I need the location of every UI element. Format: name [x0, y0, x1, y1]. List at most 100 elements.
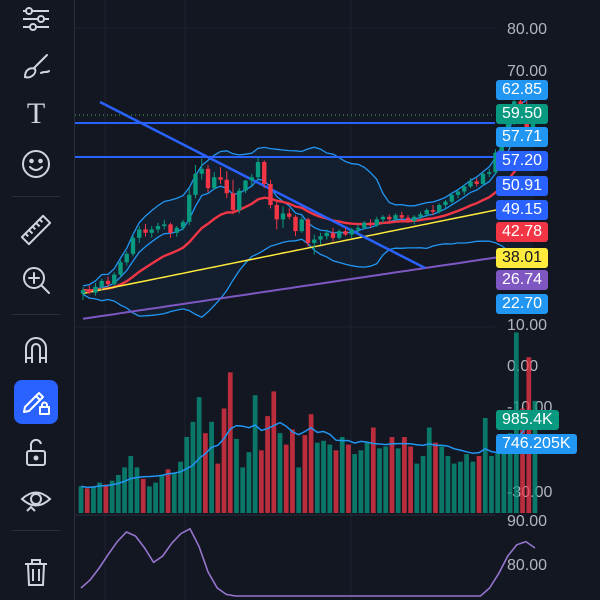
volume-bar — [277, 433, 283, 513]
volume-bar — [190, 421, 196, 513]
candle — [462, 184, 467, 195]
candle — [362, 221, 367, 230]
candle — [468, 178, 473, 189]
volume-bar — [402, 437, 407, 513]
candle-body — [155, 226, 161, 230]
candle-body — [168, 224, 173, 233]
unlock-tool[interactable] — [14, 430, 58, 474]
candle — [268, 179, 273, 209]
candle-body — [443, 201, 448, 205]
candle — [249, 173, 254, 186]
candle-body — [268, 183, 273, 205]
lock-drawings-tool-icon — [23, 392, 50, 415]
trend-line-tool[interactable] — [14, 0, 58, 44]
candle — [112, 272, 117, 286]
candle-body — [130, 237, 136, 254]
candle — [399, 211, 404, 222]
trash-tool[interactable] — [14, 550, 58, 594]
candle-body — [249, 177, 254, 181]
candle-body — [349, 229, 354, 235]
brush-tool[interactable] — [14, 44, 58, 88]
price-axis-tick: 70.00 — [507, 63, 547, 80]
eye-tool[interactable] — [14, 478, 58, 522]
candle — [305, 217, 311, 247]
candle-body — [87, 290, 92, 293]
candle — [143, 223, 148, 237]
price-tag: 59.50 — [496, 104, 549, 124]
volume-bar — [377, 448, 382, 513]
text-tool-icon: T — [27, 97, 45, 129]
candle — [255, 156, 261, 181]
price-tag: 22.70 — [496, 294, 549, 314]
magnet-tool[interactable] — [14, 328, 58, 372]
volume-bar — [302, 435, 308, 513]
volume-bar — [97, 482, 103, 513]
volume-bar — [433, 442, 438, 513]
toolbar-divider — [12, 314, 60, 315]
candle-body — [405, 217, 411, 222]
zoom-in-tool[interactable] — [14, 258, 58, 302]
oscillator-pane — [80, 527, 536, 597]
volume-bar — [308, 414, 314, 513]
candle — [405, 215, 411, 223]
volume-bar — [383, 446, 389, 513]
volume-bar — [134, 467, 140, 513]
ma-yellow-line — [82, 201, 534, 295]
volume-bar — [209, 421, 214, 513]
price-axis-tick: 10.00 — [507, 317, 547, 334]
emoji-tool[interactable] — [14, 142, 58, 186]
volume-bar — [196, 397, 202, 513]
candle-body — [324, 232, 329, 237]
lock-drawings-tool[interactable] — [14, 380, 58, 424]
candle-body — [337, 231, 342, 238]
candle — [130, 234, 136, 257]
chart-area[interactable]: 80.00 70.00 10.00 0.00 -10.00 -20.00 -30… — [75, 0, 600, 600]
volume-bar — [240, 467, 246, 513]
candle — [480, 172, 486, 186]
candle-body — [355, 227, 361, 230]
candle-body — [318, 236, 323, 240]
candle-body — [143, 229, 148, 233]
candle-body — [524, 109, 529, 139]
volume-bar — [476, 456, 482, 513]
candle — [312, 234, 317, 255]
candle-body — [374, 219, 379, 226]
candle — [262, 160, 267, 189]
drawings-layer[interactable] — [75, 100, 495, 270]
candle-body — [274, 205, 279, 220]
text-tool[interactable]: T — [14, 90, 58, 134]
candle-body — [474, 181, 479, 184]
volume-bar — [227, 372, 233, 513]
candle-body — [412, 216, 417, 222]
candle-body — [437, 205, 442, 212]
volume-bar — [171, 473, 177, 513]
candle — [299, 216, 304, 233]
candle — [274, 199, 279, 230]
volume-bar — [84, 488, 90, 513]
price-tag: 57.71 — [496, 127, 549, 147]
ruler-tool[interactable] — [14, 208, 58, 252]
candle-body — [187, 194, 192, 222]
moving-averages — [82, 156, 534, 320]
candle — [355, 224, 361, 233]
candle — [118, 259, 123, 278]
unlock-tool-icon — [26, 438, 46, 466]
candle-body — [399, 215, 404, 218]
oscillator-line — [80, 527, 536, 597]
volume-bar — [389, 437, 395, 513]
volume-bar — [103, 484, 109, 513]
volume-bar — [140, 478, 146, 513]
emoji-tool-icon — [22, 150, 50, 178]
trend-line-drawing[interactable] — [99, 100, 426, 270]
brush-tool-icon — [23, 54, 50, 79]
candle — [243, 179, 248, 194]
volume-bar — [184, 437, 190, 513]
ema-red-line — [82, 156, 534, 292]
candle — [280, 206, 286, 228]
candle — [349, 227, 354, 238]
candle-body — [393, 215, 398, 220]
candle — [218, 167, 223, 184]
candle-body — [430, 210, 436, 212]
volume-bar — [352, 454, 358, 513]
volume-bar — [414, 463, 420, 513]
